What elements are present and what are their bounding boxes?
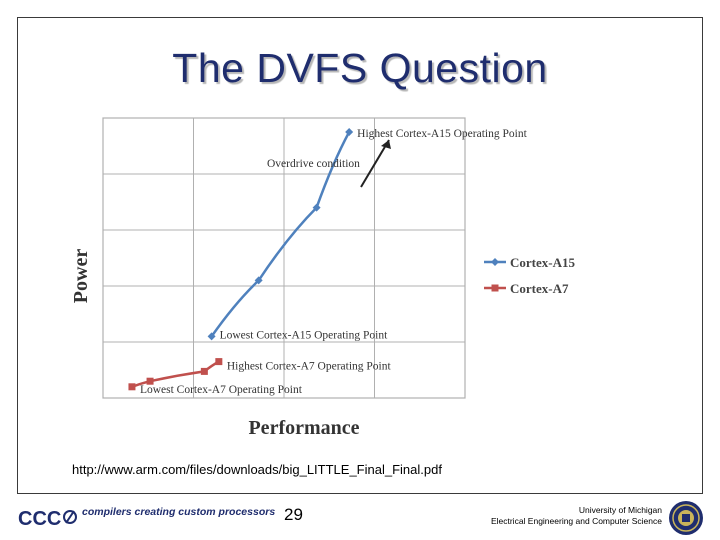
chart-annotations: Highest Cortex-A15 Operating Point Overdr… bbox=[140, 128, 528, 396]
cortex-a15-point bbox=[207, 332, 216, 341]
overdrive-arrowhead bbox=[381, 140, 391, 149]
legend-marker-cortex-a7 bbox=[491, 284, 499, 292]
overdrive-arrow bbox=[360, 139, 390, 188]
chart-series bbox=[128, 128, 354, 391]
chart-legend: Cortex-A15 Cortex-A7 bbox=[484, 255, 575, 296]
chart-grid bbox=[102, 117, 466, 399]
power-performance-chart: Highest Cortex-A15 Operating Point Overdr… bbox=[70, 117, 575, 439]
slide-frame bbox=[17, 17, 703, 494]
ccc-logo: CCC bbox=[18, 508, 77, 530]
cortex-a7-point bbox=[128, 383, 136, 391]
cortex-a15-point bbox=[254, 276, 263, 285]
x-axis-label: Performance bbox=[248, 417, 359, 439]
cortex-a15-point bbox=[345, 128, 354, 136]
legend-marker-cortex-a15 bbox=[491, 258, 499, 266]
annotation-overdrive: Overdrive condition bbox=[267, 158, 360, 170]
cortex-a15-point bbox=[312, 203, 321, 212]
university-seal-icon bbox=[669, 501, 703, 535]
page-number: 29 bbox=[284, 505, 303, 524]
department-name: Electrical Engineering and Computer Scie… bbox=[490, 516, 662, 526]
cortex-a15-line bbox=[210, 131, 351, 338]
annotation-lowest-a7: Lowest Cortex-A7 Operating Point bbox=[140, 384, 303, 396]
cortex-a7-point bbox=[146, 377, 154, 385]
legend-label-cortex-a7: Cortex-A7 bbox=[510, 281, 569, 296]
footer-tagline: compilers creating custom processors bbox=[82, 506, 276, 518]
logo-text: CCC bbox=[18, 508, 61, 530]
cortex-a7-line bbox=[131, 360, 220, 388]
university-name: University of Michigan bbox=[578, 505, 662, 515]
cortex-a7-point bbox=[200, 367, 208, 375]
source-link[interactable]: http://www.arm.com/files/downloads/big_L… bbox=[72, 462, 442, 477]
university-credit: University of Michigan Electrical Engine… bbox=[491, 505, 662, 527]
legend-label-cortex-a15: Cortex-A15 bbox=[510, 255, 575, 270]
annotation-lowest-a15: Lowest Cortex-A15 Operating Point bbox=[220, 329, 388, 341]
cortex-a7-point bbox=[215, 358, 223, 366]
slide-title: The DVFS Question bbox=[172, 45, 548, 91]
y-axis-label: Power bbox=[70, 249, 92, 304]
annotation-highest-a15: Highest Cortex-A15 Operating Point bbox=[357, 128, 527, 140]
annotation-highest-a7: Highest Cortex-A7 Operating Point bbox=[227, 361, 392, 373]
